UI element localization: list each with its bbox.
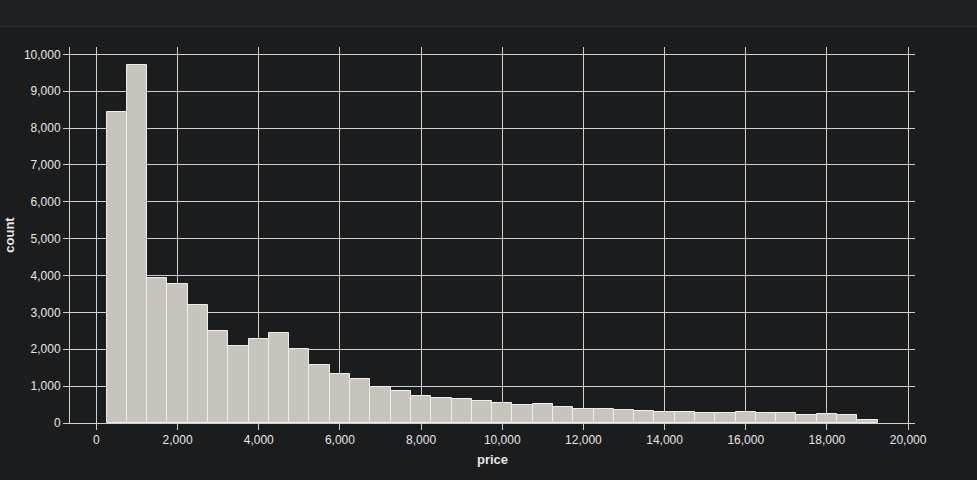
svg-text:5,000: 5,000 — [31, 232, 61, 246]
svg-text:0: 0 — [93, 433, 100, 447]
svg-text:price: price — [477, 452, 508, 467]
svg-text:10,000: 10,000 — [484, 433, 521, 447]
svg-text:8,000: 8,000 — [406, 433, 436, 447]
svg-text:10,000: 10,000 — [24, 48, 61, 62]
svg-text:8,000: 8,000 — [31, 121, 61, 135]
svg-text:3,000: 3,000 — [31, 306, 61, 320]
svg-text:6,000: 6,000 — [325, 433, 355, 447]
svg-text:2,000: 2,000 — [163, 433, 193, 447]
svg-text:2,000: 2,000 — [31, 342, 61, 356]
svg-text:1,000: 1,000 — [31, 379, 61, 393]
svg-text:12,000: 12,000 — [565, 433, 602, 447]
svg-text:20,000: 20,000 — [890, 433, 927, 447]
svg-text:count: count — [2, 217, 17, 253]
svg-text:4,000: 4,000 — [31, 269, 61, 283]
svg-text:18,000: 18,000 — [809, 433, 846, 447]
svg-text:7,000: 7,000 — [31, 158, 61, 172]
svg-text:6,000: 6,000 — [31, 195, 61, 209]
svg-text:14,000: 14,000 — [646, 433, 683, 447]
svg-text:9,000: 9,000 — [31, 84, 61, 98]
svg-text:0: 0 — [54, 416, 61, 430]
svg-text:4,000: 4,000 — [244, 433, 274, 447]
svg-text:16,000: 16,000 — [727, 433, 764, 447]
